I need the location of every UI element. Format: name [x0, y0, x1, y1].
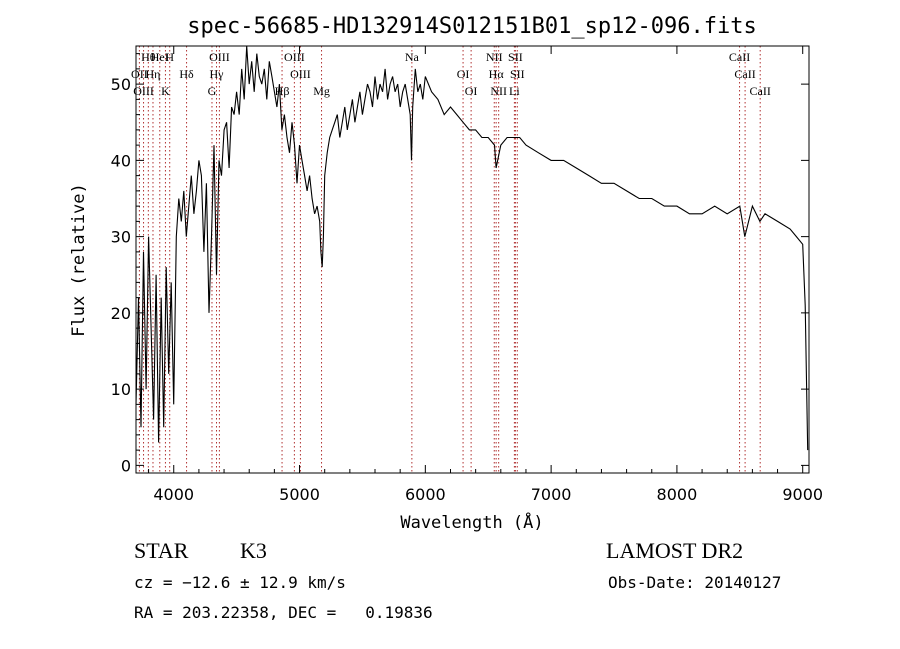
x-tick-label: 8000	[657, 485, 698, 504]
chart-title: spec-56685-HD132914S012151B01_sp12-096.f…	[187, 14, 757, 39]
marker-label: OIII	[284, 50, 305, 64]
object-class: STAR	[134, 538, 189, 563]
obs-date: Obs-Date: 20140127	[608, 573, 782, 592]
x-tick-label: 6000	[405, 485, 446, 504]
marker-label: SII	[508, 50, 523, 64]
marker-label: NII	[490, 84, 507, 98]
marker-label: Mg	[313, 84, 330, 98]
marker-label: H	[165, 50, 174, 64]
y-tick-label: 50	[111, 75, 131, 94]
marker-label: CaII	[750, 84, 771, 98]
x-axis: 4000 5000 6000 7000 8000 9000	[148, 46, 823, 504]
plot-frame	[135, 45, 810, 474]
redshift-line: cz = −12.6 ± 12.9 km/s	[134, 573, 346, 592]
x-tick-label: 9000	[782, 485, 823, 504]
marker-label: CaII	[729, 50, 750, 64]
marker-label: OI	[457, 67, 470, 81]
x-axis-label: Wavelength (Å)	[400, 511, 543, 533]
marker-label: HeI	[151, 50, 169, 64]
y-tick-label: 30	[111, 228, 131, 247]
marker-label: Li	[509, 84, 520, 98]
marker-label: Hδ	[179, 67, 194, 81]
marker-label: Hα	[489, 67, 505, 81]
y-tick-label: 20	[111, 304, 131, 323]
y-tick-label: 40	[111, 151, 131, 170]
marker-label: Hθ	[141, 50, 156, 64]
marker-label: SII	[510, 67, 525, 81]
x-tick-label: 5000	[279, 485, 320, 504]
x-tick-label: 7000	[531, 485, 572, 504]
marker-label: Hβ	[275, 84, 290, 98]
y-tick-label: 0	[121, 456, 131, 475]
coordinates: RA = 203.22358, DEC = 0.19836	[134, 603, 433, 622]
marker-label: OII	[131, 67, 148, 81]
marker-label: Hη	[146, 67, 161, 81]
marker-label: Hγ	[210, 67, 225, 81]
marker-label: Na	[405, 50, 420, 64]
marker-label: CaII	[734, 67, 755, 81]
y-axis-label: Flux (relative)	[69, 183, 89, 337]
y-axis: 0 10 20 30 40 50	[111, 53, 809, 475]
marker-label: OIII	[209, 50, 230, 64]
marker-labels: HθOIIOIIIHeIHηKHHδGOIIIHγHβOIIIOIIIMgNaO…	[131, 50, 771, 98]
marker-label: OIII	[133, 84, 154, 98]
marker-label: G	[208, 84, 217, 98]
x-tick-label: 4000	[153, 485, 194, 504]
survey-name: LAMOST DR2	[606, 538, 744, 563]
y-tick-label: 10	[111, 380, 131, 399]
marker-label: OIII	[290, 67, 311, 81]
marker-label: NII	[486, 50, 503, 64]
marker-label: OI	[465, 84, 478, 98]
marker-label: K	[161, 84, 170, 98]
object-subclass: K3	[240, 538, 267, 563]
spectrum-line	[135, 45, 809, 451]
